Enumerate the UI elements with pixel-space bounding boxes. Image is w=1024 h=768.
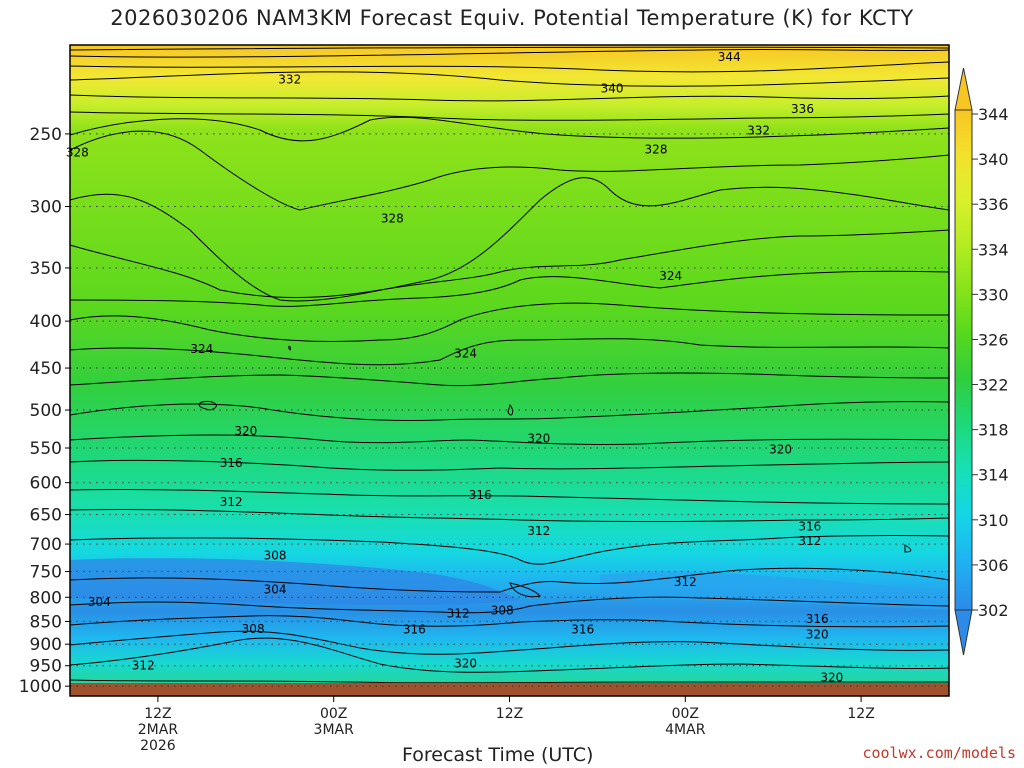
contour-label-340: 340 (601, 81, 624, 95)
colorbar-label-322: 322 (978, 376, 1009, 395)
contour-label-336: 336 (791, 102, 814, 116)
xtick-label-2-0: 12Z (496, 706, 523, 722)
contour-label-324: 324 (454, 347, 477, 361)
contour-label-308: 308 (264, 548, 287, 562)
contour-label-304: 304 (88, 595, 111, 609)
ytick-label-800: 800 (30, 588, 62, 608)
contour-label-304: 304 (264, 583, 287, 597)
contour-label-328: 328 (66, 146, 89, 160)
contour-label-328: 328 (645, 143, 668, 157)
credit-link[interactable]: coolwx.com/models (862, 744, 1016, 762)
ytick-label-650: 650 (30, 506, 62, 526)
xtick-label-1-1: 3MAR (314, 722, 355, 738)
colorbar-top-arrow (954, 67, 973, 111)
contour-lines (69, 46, 950, 684)
contour-label-312: 312 (220, 495, 243, 509)
colorbar-label-318: 318 (978, 421, 1009, 440)
colorbar-label-330: 330 (978, 285, 1009, 304)
colorbar-label-306: 306 (978, 556, 1009, 575)
chart-title: 2026030206 NAM3KM Forecast Equiv. Potent… (110, 6, 914, 30)
colorbar-label-336: 336 (978, 195, 1009, 214)
contour-label-324: 324 (659, 269, 682, 283)
ground-terrain (70, 683, 949, 696)
colorbar-label-334: 334 (978, 240, 1009, 259)
y-axis-ticks: 250 300 350 400 450 500 550 600 650 700 750 800 850 9… (19, 125, 70, 697)
colorbar-label-302: 302 (978, 601, 1009, 620)
contour-label-320: 320 (234, 424, 257, 438)
contour-label-320: 320 (527, 431, 550, 445)
ytick-label-400: 400 (30, 312, 62, 332)
colorbar-label-344: 344 (978, 105, 1009, 124)
contour-label-316: 316 (798, 520, 821, 534)
ytick-label-600: 600 (30, 474, 62, 494)
ytick-label-450: 450 (30, 359, 62, 379)
ytick-label-350: 350 (30, 259, 62, 279)
x-axis-title: Forecast Time (UTC) (402, 744, 594, 766)
contour-label-312: 312 (798, 534, 821, 548)
xtick-label-3-0: 00Z (672, 706, 699, 722)
ytick-label-700: 700 (30, 535, 62, 555)
colorbar-bottom-arrow (954, 609, 973, 656)
ytick-label-500: 500 (30, 401, 62, 421)
contour-label-312: 312 (447, 606, 470, 620)
ytick-label-1000: 1000 (19, 677, 62, 697)
ytick-label-950: 950 (30, 657, 62, 677)
ytick-label-750: 750 (30, 563, 62, 583)
xtick-label-4-0: 12Z (847, 706, 874, 722)
plot-frame (69, 44, 950, 697)
colorbar-label-340: 340 (978, 150, 1009, 169)
contour-label-316: 316 (806, 612, 829, 626)
contour-label-320: 320 (454, 657, 477, 671)
contour-label-312: 312 (674, 575, 697, 589)
ytick-label-250: 250 (30, 125, 62, 145)
contour-label-312: 312 (132, 659, 155, 673)
contour-label-320: 320 (820, 670, 843, 684)
contour-label-316: 316 (571, 622, 594, 636)
contour-label-316: 316 (403, 622, 426, 636)
contour-label-312: 312 (527, 524, 550, 538)
xtick-label-0-1: 2MAR (138, 722, 179, 738)
colorbar-label-326: 326 (978, 330, 1009, 349)
ytick-label-850: 850 (30, 612, 62, 632)
contour-label-308: 308 (242, 622, 265, 636)
colorbar-label-310: 310 (978, 511, 1009, 530)
cool-pocket (70, 558, 520, 606)
contour-label-320: 320 (769, 442, 792, 456)
contour-label-332: 332 (278, 72, 301, 86)
contour-label-320: 320 (806, 627, 829, 641)
contour-label-316: 316 (469, 488, 492, 502)
contour-label-316: 316 (220, 456, 243, 470)
contour-label-308: 308 (491, 603, 514, 617)
xtick-label-0-2: 2026 (140, 738, 176, 754)
xtick-label-1-0: 00Z (320, 706, 347, 722)
xtick-label-3-1: 4MAR (665, 722, 706, 738)
colorbar: 344 340 336 334 330 326 322 318 314 310 306 302 (954, 67, 1009, 656)
ytick-label-300: 300 (30, 198, 62, 218)
contour-label-324: 324 (190, 342, 213, 356)
ytick-label-550: 550 (30, 439, 62, 459)
colorbar-label-314: 314 (978, 466, 1009, 485)
ytick-label-900: 900 (30, 635, 62, 655)
contour-label-344: 344 (718, 50, 741, 64)
contour-label-332: 332 (747, 124, 770, 138)
colorbar-body (954, 109, 973, 611)
xtick-label-0-0: 12Z (144, 706, 171, 722)
cool-pocket-east (600, 571, 949, 610)
contour-label-328: 328 (381, 211, 404, 225)
